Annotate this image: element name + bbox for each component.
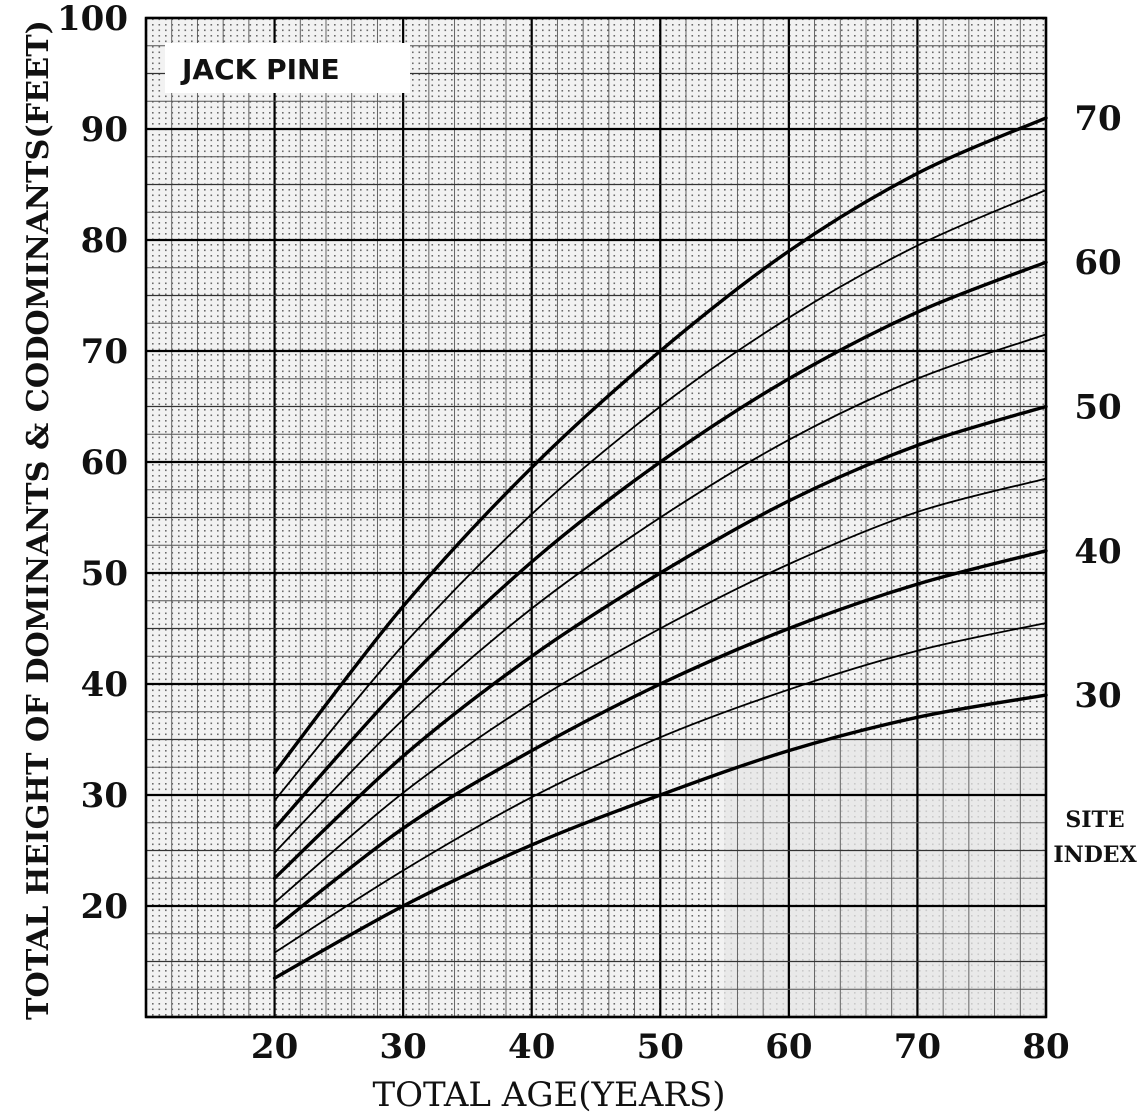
y-tick-label: 30 bbox=[81, 776, 128, 816]
site-index-curve-45 bbox=[273, 477, 1047, 904]
x-tick-labels: 20 30 40 50 60 70 80 bbox=[251, 1027, 1070, 1067]
site-index-label: 70 bbox=[1074, 99, 1121, 139]
y-axis-label: TOTAL HEIGHT OF DOMINANTS & CODOMINANTS(… bbox=[21, 20, 56, 1020]
y-tick-label: 80 bbox=[81, 221, 128, 261]
x-tick-label: 40 bbox=[508, 1027, 555, 1067]
site-index-curve-65 bbox=[273, 189, 1047, 802]
x-tick-label: 50 bbox=[637, 1027, 684, 1067]
site-index-curve-60 bbox=[272, 260, 1048, 830]
y-tick-label: 100 bbox=[57, 0, 128, 39]
y-tick-label: 60 bbox=[81, 443, 128, 483]
x-tick-label: 30 bbox=[379, 1027, 426, 1067]
site-index-curve-35 bbox=[273, 622, 1047, 954]
y-tick-label: 40 bbox=[81, 665, 128, 705]
site-index-label: 50 bbox=[1074, 388, 1121, 428]
site-index-label: 60 bbox=[1074, 243, 1121, 283]
site-index-curve-30 bbox=[272, 693, 1048, 980]
x-tick-label: 70 bbox=[894, 1027, 941, 1067]
x-tick-label: 60 bbox=[765, 1027, 812, 1067]
site-index-curve-40 bbox=[272, 549, 1048, 930]
site-index-curve-70 bbox=[272, 116, 1048, 775]
title-box bbox=[165, 43, 410, 93]
site-index-curve-55 bbox=[273, 333, 1047, 854]
site-index-label: 40 bbox=[1074, 532, 1121, 572]
site-index-curve-50 bbox=[272, 404, 1048, 880]
y-tick-label: 70 bbox=[81, 332, 128, 372]
y-tick-label: 20 bbox=[81, 887, 128, 927]
y-tick-label: 90 bbox=[81, 110, 128, 150]
site-index-label: 30 bbox=[1074, 676, 1121, 716]
series-group bbox=[272, 116, 1048, 980]
site-label: SITE bbox=[1065, 807, 1124, 833]
plot-frame bbox=[144, 16, 1048, 1019]
index-label: INDEX bbox=[1053, 842, 1137, 868]
x-tick-label: 80 bbox=[1022, 1027, 1069, 1067]
site-index-tick-labels: 30 40 50 60 70 bbox=[1074, 99, 1121, 716]
x-axis-label: TOTAL AGE(YEARS) bbox=[372, 1075, 725, 1115]
y-tick-labels: 20 30 40 50 60 70 80 90 100 bbox=[57, 0, 128, 927]
y-tick-label: 50 bbox=[81, 554, 128, 594]
chart-title: JACK PINE bbox=[180, 53, 340, 86]
x-tick-label: 20 bbox=[251, 1027, 298, 1067]
